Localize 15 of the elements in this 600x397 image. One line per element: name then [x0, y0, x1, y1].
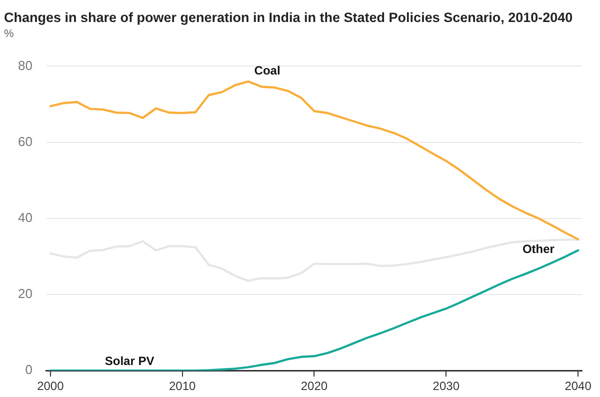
y-tick-label: 80: [18, 58, 32, 73]
x-tick-label: 2040: [564, 379, 592, 394]
x-tick-label: 2020: [300, 379, 328, 394]
series-label: Other: [522, 242, 555, 256]
x-tick-label: 2010: [168, 379, 196, 394]
series-label: Coal: [254, 64, 280, 78]
series-label: Solar PV: [104, 354, 154, 368]
y-tick-label: 40: [18, 210, 32, 225]
y-tick-label: 0: [25, 362, 32, 378]
x-tick-label: 2030: [432, 379, 460, 394]
x-tick-label: 2000: [37, 379, 64, 394]
chart-title: Changes in share of power generation in India in the Stated Policies Scenario, 2010-2040: [4, 10, 573, 25]
y-axis-title: %: [4, 28, 14, 40]
y-tick-label: 20: [18, 286, 32, 302]
y-tick-label: 60: [18, 134, 32, 149]
